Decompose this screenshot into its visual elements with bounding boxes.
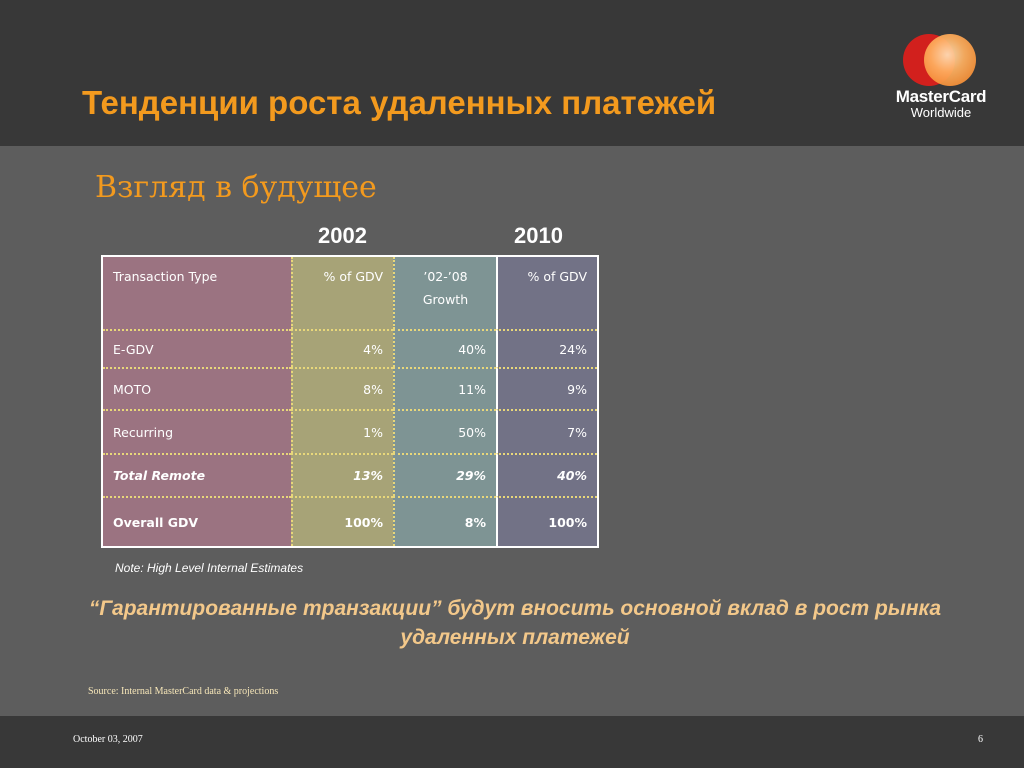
title-bar xyxy=(0,0,1024,146)
cell-type: E-GDV xyxy=(103,329,291,367)
growth-table: Transaction Type % of GDV ’02-’08 Growth… xyxy=(101,255,599,548)
cell-gdv-2010: 100% xyxy=(496,496,597,546)
cell-growth: 50% xyxy=(393,409,496,453)
cell-gdv-2002: 4% xyxy=(291,329,393,367)
cell-gdv-2002: 100% xyxy=(291,496,393,546)
key-quote: “Гарантированные транзакции” будут вноси… xyxy=(88,597,942,649)
logo-orange-circle xyxy=(924,34,976,86)
table-header-row: Transaction Type % of GDV ’02-’08 Growth… xyxy=(103,257,597,329)
logo-tagline: Worldwide xyxy=(910,105,972,120)
cell-gdv-2010: 40% xyxy=(496,453,597,496)
cell-type: Total Remote xyxy=(103,453,291,496)
cell-type: Overall GDV xyxy=(103,496,291,546)
cell-type: MOTO xyxy=(103,367,291,409)
footer-bar xyxy=(0,716,1024,768)
cell-growth: 40% xyxy=(393,329,496,367)
cell-gdv-2002: 8% xyxy=(291,367,393,409)
mastercard-logo: MasterCard Worldwide xyxy=(886,32,996,122)
header-gdv-2010: % of GDV xyxy=(496,257,597,329)
cell-gdv-2010: 9% xyxy=(496,367,597,409)
cell-gdv-2002: 1% xyxy=(291,409,393,453)
cell-growth: 11% xyxy=(393,367,496,409)
cell-gdv-2002: 13% xyxy=(291,453,393,496)
table-row: MOTO 8% 11% 9% xyxy=(103,367,597,409)
header-growth: ’02-’08 Growth xyxy=(393,257,496,329)
cell-gdv-2010: 7% xyxy=(496,409,597,453)
slide-subtitle: Взгляд в будущее xyxy=(95,170,377,205)
logo-brand-text: MasterCard xyxy=(895,87,987,106)
cell-type: Recurring xyxy=(103,409,291,453)
table-note: Note: High Level Internal Estimates xyxy=(115,561,304,575)
header-gdv-2002: % of GDV xyxy=(291,257,393,329)
source-citation: Source: Internal MasterCard data & proje… xyxy=(88,686,279,697)
page-number: 6 xyxy=(978,734,983,745)
cell-gdv-2010: 24% xyxy=(496,329,597,367)
table-row: E-GDV 4% 40% 24% xyxy=(103,329,597,367)
footer-date: October 03, 2007 xyxy=(73,734,143,745)
table-row: Recurring 1% 50% 7% xyxy=(103,409,597,453)
header-transaction-type: Transaction Type xyxy=(103,257,291,329)
cell-growth: 29% xyxy=(393,453,496,496)
year-2010-header: 2010 xyxy=(514,223,563,248)
page-title: Тенденции роста удаленных платежей xyxy=(82,84,717,121)
table-row-overall: Overall GDV 100% 8% 100% xyxy=(103,496,597,546)
cell-growth: 8% xyxy=(393,496,496,546)
table-row-total-remote: Total Remote 13% 29% 40% xyxy=(103,453,597,496)
year-2002-header: 2002 xyxy=(318,223,367,248)
